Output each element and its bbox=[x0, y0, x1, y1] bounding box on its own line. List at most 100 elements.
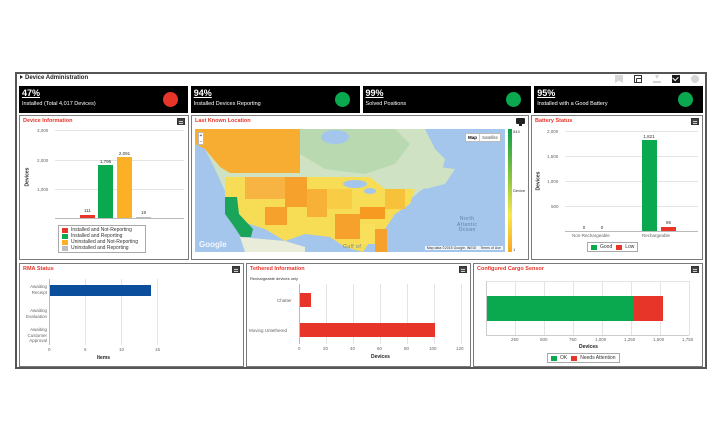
legend-item[interactable]: Good bbox=[591, 244, 612, 250]
map-canvas[interactable]: + − Map Satellite North Atlantic Ocean Gu… bbox=[195, 129, 505, 252]
status-dot-icon bbox=[678, 92, 693, 107]
chart-menu-icon[interactable] bbox=[232, 266, 240, 273]
x-tick: 1,750 bbox=[682, 337, 694, 342]
pdf-export-icon[interactable] bbox=[634, 75, 642, 83]
x-tick: Rechargeable bbox=[642, 233, 671, 238]
y-category: Moving Untethered bbox=[249, 328, 288, 333]
bookmark-icon[interactable] bbox=[615, 75, 623, 83]
ocean-label: North Atlantic Ocean bbox=[457, 216, 478, 233]
device-administration-frame: Device Administration 47% Installed (Tot… bbox=[15, 72, 707, 369]
chart-subtitle: Rechargeable devices only bbox=[250, 276, 299, 281]
bar-ok[interactable] bbox=[487, 296, 634, 321]
map-button[interactable]: Map bbox=[466, 134, 480, 141]
bar-value-label: 111 bbox=[84, 208, 91, 213]
bar-installed-not-reporting[interactable] bbox=[80, 215, 95, 218]
bar-chatter[interactable] bbox=[300, 293, 311, 307]
legend-swatch bbox=[551, 355, 557, 361]
email-icon[interactable] bbox=[672, 75, 680, 83]
bar-installed-reporting[interactable] bbox=[98, 165, 113, 218]
panel-title: RMA Status bbox=[23, 266, 54, 272]
chart-menu-icon[interactable] bbox=[459, 266, 467, 273]
bar-uninstalled-not-reporting[interactable] bbox=[117, 157, 132, 218]
battery-status-panel: Battery Status Devices 2,000 1,500 1,000… bbox=[531, 115, 703, 260]
x-tick: 60 bbox=[377, 346, 383, 351]
bar-awaiting-receipt[interactable] bbox=[50, 285, 151, 296]
chart-menu-icon[interactable] bbox=[691, 266, 699, 273]
legend-item[interactable]: Installed and Not-Reporting bbox=[62, 227, 142, 233]
terms-link[interactable]: Terms of Use bbox=[480, 246, 501, 250]
zoom-out-button[interactable]: − bbox=[199, 139, 203, 145]
legend-swatch bbox=[62, 233, 68, 239]
gridline bbox=[434, 284, 435, 344]
gulf-label: Gulf of bbox=[343, 244, 362, 250]
y-axis-title: Devices bbox=[24, 167, 31, 187]
x-tick: 250 bbox=[511, 337, 519, 342]
status-dot-icon bbox=[506, 92, 522, 107]
bar-value-label: 1,796 bbox=[99, 159, 112, 164]
x-tick: 1,250 bbox=[624, 337, 636, 342]
rma-status-panel: RMA Status Awaiting Receipt Awaiting Evalu… bbox=[19, 263, 244, 367]
bar-value-label: 0 bbox=[582, 225, 586, 230]
kpi-reporting[interactable]: 94% Installed Devices Reporting bbox=[190, 86, 360, 113]
legend-item[interactable]: Needs Attention bbox=[571, 355, 616, 361]
y-category: Chatter bbox=[277, 298, 292, 303]
bar-moving-untethered[interactable] bbox=[300, 323, 435, 337]
legend-item[interactable]: Uninstalled and Reporting bbox=[62, 245, 142, 251]
y-axis-line bbox=[486, 281, 487, 335]
bar-uninstalled-reporting[interactable] bbox=[136, 217, 151, 218]
help-icon[interactable] bbox=[691, 75, 699, 83]
x-tick: 100 bbox=[429, 346, 437, 351]
google-logo: Google bbox=[199, 240, 227, 249]
bar-needs-attention[interactable] bbox=[634, 296, 663, 321]
color-scale-bar bbox=[508, 129, 512, 252]
gridline bbox=[121, 279, 122, 345]
kpi-label: Installed Devices Reporting bbox=[193, 101, 261, 107]
bar-rechargeable-low[interactable] bbox=[661, 227, 676, 231]
panel-title: Device Information bbox=[23, 118, 73, 124]
legend-swatch bbox=[62, 245, 68, 251]
kpi-value[interactable]: 94% bbox=[193, 88, 212, 98]
x-axis-line bbox=[55, 218, 184, 219]
legend-item[interactable]: Low bbox=[616, 244, 634, 250]
section-toggle[interactable]: Device Administration bbox=[20, 75, 88, 81]
bar-value-label: 86 bbox=[665, 220, 671, 225]
kpi-value[interactable]: 99% bbox=[365, 88, 384, 98]
map-zoom-control[interactable]: + − bbox=[198, 132, 204, 145]
kpi-label: Solved Positions bbox=[365, 101, 407, 107]
bar-rechargeable-good[interactable] bbox=[642, 140, 657, 231]
section-title: Device Administration bbox=[25, 75, 89, 81]
legend-item[interactable]: Installed and Reporting bbox=[62, 233, 142, 239]
zoom-in-button[interactable]: + bbox=[199, 133, 203, 139]
kpi-good-battery[interactable]: 95% Installed with a Good Battery bbox=[534, 86, 703, 113]
gridline bbox=[85, 279, 86, 345]
legend-label: Uninstalled and Reporting bbox=[71, 245, 129, 251]
legend-item[interactable]: Uninstalled and Not-Reporting bbox=[62, 239, 142, 245]
chart-legend: Good Low bbox=[587, 242, 639, 252]
bar-value-label: 0 bbox=[600, 225, 604, 230]
scale-mid: Device bbox=[513, 188, 526, 193]
attribution-text: Map data ©2015 Google, INEGI bbox=[426, 246, 477, 250]
monitor-icon[interactable] bbox=[516, 118, 525, 126]
kpi-value[interactable]: 95% bbox=[537, 88, 556, 98]
bar-value-label: 19 bbox=[140, 210, 146, 215]
kpi-installed[interactable]: 47% Installed (Total 4,017 Devices) bbox=[19, 86, 188, 113]
x-tick: 1,000 bbox=[595, 337, 607, 342]
kpi-value[interactable]: 47% bbox=[22, 88, 41, 98]
x-tick: 120 bbox=[456, 346, 464, 351]
legend-item[interactable]: OK bbox=[551, 355, 567, 361]
panel-title: Battery Status bbox=[535, 118, 573, 124]
y-tick: 1,000 bbox=[547, 179, 559, 184]
gridline bbox=[157, 279, 158, 345]
chart-menu-icon[interactable] bbox=[691, 118, 699, 125]
download-icon[interactable] bbox=[653, 75, 661, 83]
x-tick: 1,500 bbox=[653, 337, 665, 342]
satellite-button[interactable]: Satellite bbox=[481, 135, 498, 140]
chart-menu-icon[interactable] bbox=[177, 118, 185, 125]
y-category: Awaiting Evaluation bbox=[25, 308, 47, 319]
kpi-solved-positions[interactable]: 99% Solved Positions bbox=[362, 86, 532, 113]
x-axis-line bbox=[565, 231, 698, 232]
legend-label: Installed and Not-Reporting bbox=[71, 227, 132, 233]
header-bar: Device Administration bbox=[17, 74, 705, 85]
x-tick: 500 bbox=[540, 337, 548, 342]
map-attribution: Map data ©2015 Google, INEGI Terms of Us… bbox=[424, 246, 503, 250]
